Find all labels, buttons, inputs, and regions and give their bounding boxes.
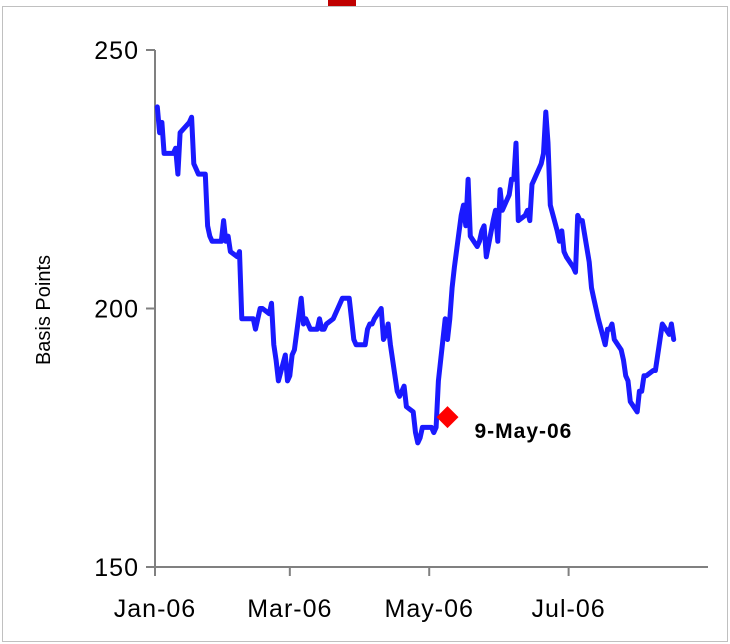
title-fragment <box>328 0 356 6</box>
chart-border <box>2 6 728 642</box>
series-line <box>154 104 677 446</box>
axes: 150 200 250 Jan-06 Mar-06 May-06 Jul-06 <box>94 37 708 623</box>
y-axis-title: Basis Points <box>33 255 55 365</box>
annotation-layer: 9-May-06 <box>436 406 572 443</box>
x-tick-label: Jul-06 <box>532 595 606 623</box>
annotation-label: 9-May-06 <box>474 420 572 443</box>
annotation-marker <box>436 406 459 429</box>
x-tick-label: Mar-06 <box>247 595 332 623</box>
series-layer <box>154 104 677 446</box>
y-tick-label: 200 <box>94 296 139 324</box>
y-tick-label: 150 <box>94 554 139 582</box>
x-tick-label: May-06 <box>385 595 474 623</box>
y-tick-label: 250 <box>94 37 139 65</box>
x-tick-label: Jan-06 <box>114 595 196 623</box>
